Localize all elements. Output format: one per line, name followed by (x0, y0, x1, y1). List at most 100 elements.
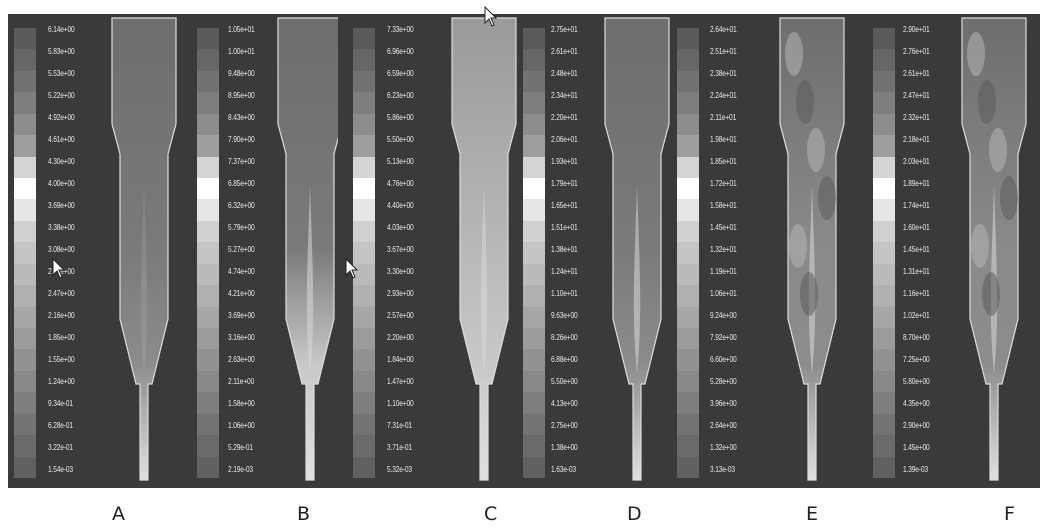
colorbar-swatch (523, 392, 545, 415)
colorbar-swatch (353, 199, 375, 222)
flow-domain-outline (111, 17, 177, 481)
colorbar-tick-label: 1.31e+01 (903, 266, 930, 276)
colorbar-tick-label: 5.86e+00 (387, 112, 414, 122)
colorbar-tick-label: 2.19e-03 (228, 464, 253, 474)
colorbar-tick-label: 5.32e-03 (387, 464, 412, 474)
colorbar-swatch (353, 242, 375, 265)
colorbar-tick-label: 3.96e+00 (710, 398, 737, 408)
colorbar-swatch (523, 178, 545, 200)
colorbar-tick-label: 7.90e+00 (228, 134, 255, 144)
colorbar-tick-label: 1.65e+01 (551, 200, 578, 210)
colorbar-swatch (677, 156, 699, 179)
colorbar-swatch (14, 156, 36, 179)
colorbar-tick-label: 1.72e+01 (710, 178, 737, 188)
colorbar-swatch (677, 263, 699, 286)
colorbar (197, 28, 219, 479)
colorbar-swatch (873, 113, 895, 136)
colorbar (523, 28, 545, 479)
colorbar-tick-label: 1.47e+00 (387, 376, 414, 386)
colorbar-tick-label: 2.51e+01 (710, 46, 737, 56)
colorbar-swatch (873, 70, 895, 93)
colorbar-tick-label: 2.57e+00 (387, 310, 414, 320)
colorbar-swatch (523, 28, 545, 50)
colorbar-tick-label: 1.55e+00 (48, 354, 75, 364)
panel-label: B (297, 503, 311, 525)
colorbar-swatch (197, 199, 219, 222)
turbulence-region (989, 128, 1007, 172)
colorbar-swatch (353, 285, 375, 308)
colorbar-tick-label: 2.63e+00 (228, 354, 255, 364)
colorbar-tick-label: 2.47e+01 (903, 90, 930, 100)
jet-plume (480, 184, 488, 374)
panel-label: C (484, 503, 498, 525)
colorbar-tick-label: 1.60e+01 (903, 222, 930, 232)
colorbar-tick-label: 2.76e+01 (903, 46, 930, 56)
colorbar-tick-label: 6.96e+00 (387, 46, 414, 56)
colorbar-swatch (873, 413, 895, 436)
colorbar-swatch (523, 456, 545, 479)
colorbar-swatch (677, 28, 699, 50)
turbulence-region (982, 272, 1000, 316)
colorbar-tick-label: 2.03e+01 (903, 156, 930, 166)
turbulence-region (800, 272, 818, 316)
colorbar-tick-label: 2.11e+00 (228, 376, 255, 386)
colorbar-swatch (677, 328, 699, 350)
colorbar-tick-label: 4.61e+00 (48, 134, 75, 144)
colorbar-tick-label: 1.93e+01 (551, 156, 578, 166)
colorbar-tick-label: 5.22e+00 (48, 90, 75, 100)
colorbar-tick-label: 3.22e-01 (48, 442, 73, 452)
colorbar-swatch (873, 435, 895, 458)
colorbar-tick-label: 9.48e+00 (228, 68, 255, 78)
colorbar-swatch (677, 113, 699, 136)
colorbar-swatch (14, 456, 36, 479)
colorbar-tick-label: 1.79e+01 (551, 178, 578, 188)
colorbar-swatch (353, 413, 375, 436)
colorbar-tick-label: 1.84e+00 (387, 354, 414, 364)
colorbar-tick-label: 1.54e-03 (48, 464, 73, 474)
colorbar-swatch (523, 370, 545, 393)
colorbar-swatch (677, 285, 699, 308)
colorbar-tick-label: 1.98e+01 (710, 134, 737, 144)
contour-plot (451, 17, 517, 481)
colorbar-tick-label: 2.20e+00 (387, 332, 414, 342)
colorbar-tick-label: 2.32e+01 (903, 112, 930, 122)
colorbar-swatch (873, 306, 895, 329)
colorbar-tick-label: 1.45e+01 (710, 222, 737, 232)
turbulence-region (967, 32, 985, 76)
mouse-pointer-icon (345, 258, 359, 279)
colorbar-tick-label: 1.85e+00 (48, 332, 75, 342)
colorbar-swatch (14, 199, 36, 222)
colorbar (353, 28, 375, 479)
colorbar-tick-label: 2.34e+01 (551, 90, 578, 100)
colorbar-tick-label: 2.64e+01 (710, 24, 737, 34)
colorbar-swatch (677, 456, 699, 479)
colorbar-swatch (353, 70, 375, 93)
colorbar-tick-label: 5.83e+00 (48, 46, 75, 56)
colorbar-swatch (14, 28, 36, 50)
colorbar-swatch (353, 92, 375, 115)
colorbar-tick-label: 2.47e+00 (48, 288, 75, 298)
colorbar-swatch (523, 349, 545, 372)
colorbar-swatch (353, 306, 375, 329)
panel-label: D (627, 503, 642, 525)
colorbar-tick-label: 5.80e+00 (903, 376, 930, 386)
colorbar-swatch (873, 220, 895, 243)
colorbar-swatch (873, 242, 895, 265)
colorbar-tick-label: 6.28e-01 (48, 420, 73, 430)
colorbar-swatch (523, 135, 545, 158)
colorbar-swatch (14, 435, 36, 458)
colorbar-tick-label: 3.08e+00 (48, 244, 75, 254)
colorbar-tick-label: 2.48e+01 (551, 68, 578, 78)
colorbar-swatch (873, 135, 895, 158)
colorbar-tick-label: 1.45e+01 (903, 244, 930, 254)
colorbar-swatch (523, 413, 545, 436)
colorbar-tick-label: 5.29e-01 (228, 442, 253, 452)
colorbar-swatch (14, 70, 36, 93)
colorbar-tick-label: 1.74e+01 (903, 200, 930, 210)
colorbar-tick-label: 4.92e+00 (48, 112, 75, 122)
colorbar-tick-label: 6.85e+00 (228, 178, 255, 188)
colorbar-swatch (523, 49, 545, 72)
colorbar (14, 28, 36, 479)
colorbar-tick-label: 4.13e+00 (551, 398, 578, 408)
colorbar-swatch (353, 435, 375, 458)
